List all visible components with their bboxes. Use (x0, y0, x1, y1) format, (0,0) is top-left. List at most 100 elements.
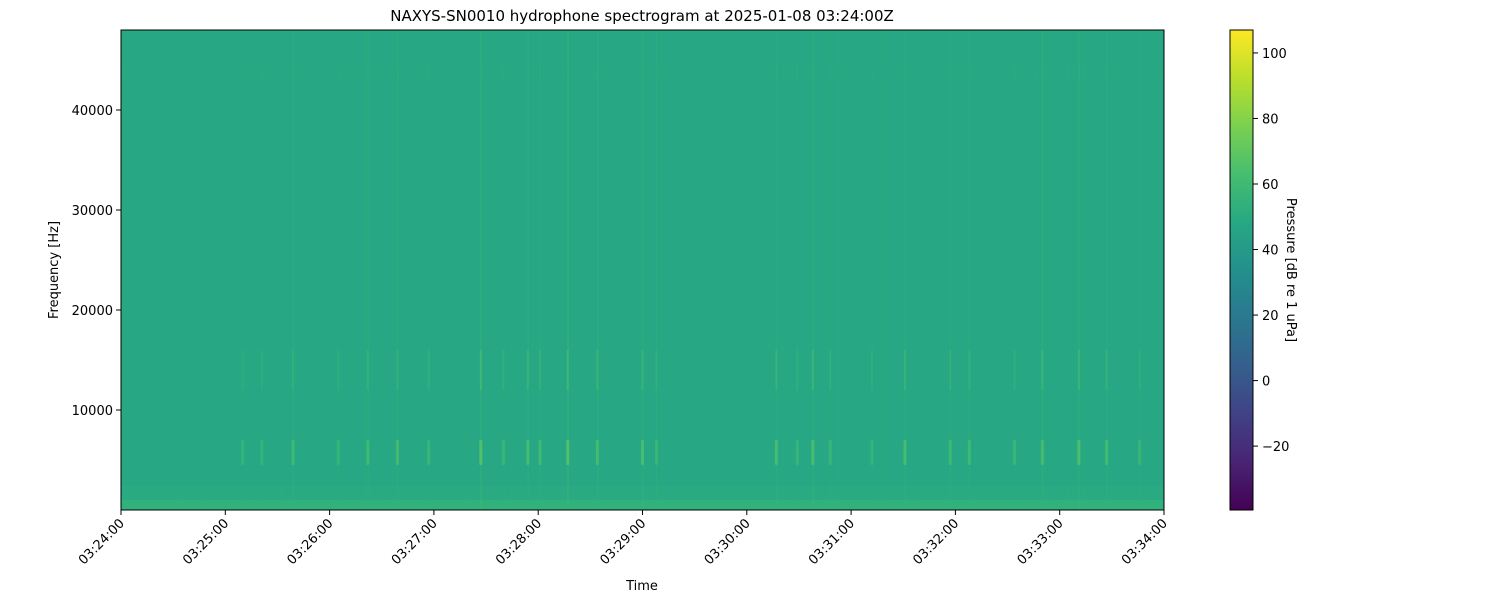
transient-event-peak (967, 440, 971, 465)
x-tick-label: 03:30:00 (702, 516, 754, 568)
spectrogram-texture-line (124, 30, 126, 510)
spectrogram-texture-line (829, 30, 831, 510)
transient-event-line (567, 30, 569, 510)
spectrogram-texture-line (1083, 30, 1085, 510)
spectrogram-texture-line (1046, 30, 1048, 510)
spectrogram-texture-line (1072, 30, 1074, 510)
spectrogram-texture-line (676, 30, 678, 510)
spectrogram-texture-line (340, 30, 342, 510)
transient-event-line (775, 30, 778, 510)
spectrogram-texture-line (1044, 30, 1046, 510)
spectrogram-texture-line (784, 30, 786, 510)
spectrogram-texture-line (422, 30, 424, 510)
spectrogram-texture-line (1043, 30, 1045, 510)
colorbar-label: Pressure [dB re 1 uPa] (1283, 198, 1298, 342)
spectrogram-texture-line (703, 30, 705, 510)
transient-event-line (292, 30, 295, 510)
spectrogram-texture-line (705, 30, 707, 510)
spectrogram-background (121, 30, 1164, 510)
x-tick-label: 03:31:00 (806, 516, 858, 568)
spectrogram-texture-line (271, 30, 273, 510)
spectrogram-texture-line (1068, 30, 1070, 510)
x-tick-label: 03:27:00 (389, 516, 441, 568)
transient-event-line (949, 30, 952, 510)
spectrogram-texture-line (839, 30, 841, 510)
spectrogram-texture-line (702, 30, 704, 510)
transient-event-mid-band (502, 350, 505, 390)
spectrogram-texture-line (859, 30, 861, 510)
spectrogram-texture-line (609, 30, 611, 510)
transient-event-line (655, 30, 658, 510)
spectrogram-texture-line (659, 30, 661, 510)
transient-event-mid-band (1013, 350, 1016, 390)
transient-event-mid-band (241, 350, 244, 390)
spectrogram-texture-line (1098, 30, 1100, 510)
transient-event-line (642, 30, 644, 510)
y-axis: 10000 20000 30000 40000 (72, 104, 121, 419)
transient-event-peak (427, 440, 431, 465)
y-tick-label: 20000 (72, 304, 113, 319)
spectrogram-texture-line (687, 30, 689, 510)
spectrogram-texture-line (244, 30, 246, 510)
colorbar-tick-label: 100 (1262, 47, 1287, 62)
y-tick-label: 40000 (72, 104, 113, 119)
transient-event-peak (1077, 440, 1081, 465)
transient-event-mid-band (903, 350, 906, 390)
spectrogram-texture-line (785, 30, 787, 510)
x-tick-label: 03:24:00 (76, 516, 128, 568)
transient-event-peak (795, 440, 799, 465)
spectrogram-texture-line (657, 30, 659, 510)
spectrogram-texture-line (1116, 30, 1118, 510)
spectrogram-texture-line (1069, 30, 1071, 510)
x-axis: 03:24:00 03:25:00 03:26:00 03:27:00 03:28:00… (76, 510, 1171, 568)
transient-event-peak (1138, 440, 1142, 465)
spectrogram-texture-line (369, 30, 371, 510)
spectrogram-texture-line (881, 30, 883, 510)
spectrogram-texture-line (851, 30, 853, 510)
transient-event-line (871, 30, 873, 510)
spectrogram-texture-line (761, 30, 763, 510)
spectrogram-texture-line (362, 30, 364, 510)
spectrogram-texture-line (236, 30, 238, 510)
transient-event-line (904, 30, 906, 510)
spectrogram-texture-line (178, 30, 180, 510)
spectrogram-texture-line (1041, 30, 1043, 510)
spectrogram-texture-line (834, 30, 836, 510)
spectrogram-texture-line (486, 30, 488, 510)
spectrogram-texture-line (398, 30, 400, 510)
spectrogram-texture-line (338, 30, 340, 510)
spectrogram-texture-line (509, 30, 511, 510)
colorbar-axis: −20 0 20 40 60 80 100 (1253, 47, 1289, 455)
transient-event-line (829, 30, 832, 510)
spectrogram-texture-line (914, 30, 916, 510)
spectrogram-texture-line (122, 30, 124, 510)
transient-event-peak (595, 440, 599, 465)
spectrogram-texture-line (379, 30, 381, 510)
spectrogram-texture-line (1049, 30, 1051, 510)
spectrogram-texture-line (733, 30, 735, 510)
transient-event-mid-band (1105, 350, 1108, 390)
spectrogram-texture-line (640, 30, 642, 510)
spectrogram-texture-line (879, 30, 881, 510)
spectrogram-texture-line (1081, 30, 1083, 510)
spectrogram-texture-line (963, 30, 965, 510)
spectrogram-texture-line (1082, 30, 1084, 510)
spectrogram-texture-line (293, 30, 295, 510)
colorbar (1229, 29, 1254, 511)
spectrogram-texture-line (431, 30, 433, 510)
spectrogram-texture-line (994, 30, 996, 510)
spectrogram-texture-line (598, 30, 600, 510)
transient-event-line (596, 30, 599, 510)
transient-event-mid-band (479, 350, 482, 390)
spectrogram-texture-line (202, 30, 204, 510)
transient-event-line (428, 30, 430, 510)
transient-event-peak (566, 440, 570, 465)
spectrogram-texture-line (511, 30, 513, 510)
colorbar-tick-label: 60 (1262, 178, 1279, 193)
transient-event-peak (1013, 440, 1017, 465)
spectrogram-texture-line (558, 30, 560, 510)
spectrogram-texture-line (1021, 30, 1023, 510)
transient-event-mid-band (526, 350, 529, 390)
spectrogram-texture-line (834, 30, 836, 510)
transient-event-line (480, 30, 482, 510)
